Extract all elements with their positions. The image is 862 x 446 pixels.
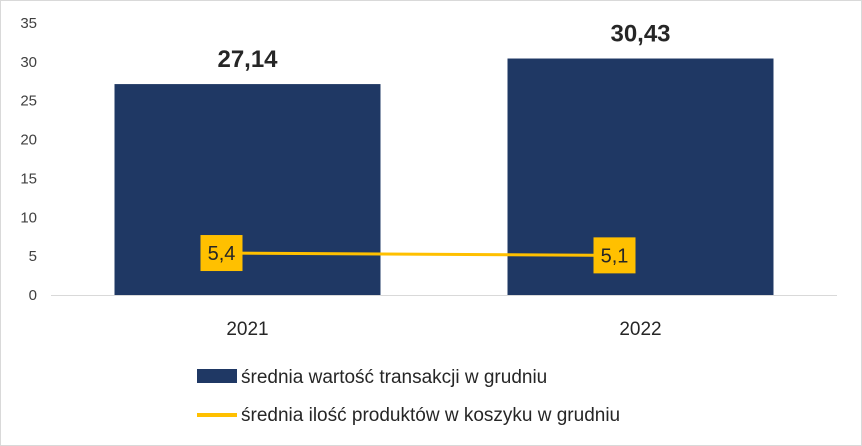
legend-bar-swatch <box>197 369 237 383</box>
line-value-label: 5,4 <box>208 243 236 265</box>
line-value-label: 5,1 <box>601 245 629 267</box>
y-tick-label: 10 <box>20 209 37 226</box>
y-axis: 0 5 10 15 20 25 30 35 <box>20 15 37 304</box>
x-axis: 2021 2022 <box>51 295 837 340</box>
bar-value-label: 27,14 <box>217 46 278 73</box>
y-tick-label: 25 <box>20 93 37 110</box>
x-category-label: 2022 <box>619 319 661 340</box>
legend-line-label: średnia ilość produktów w koszyku w grud… <box>241 405 620 426</box>
legend-bar-label: średnia wartość transakcji w grudniu <box>241 367 547 388</box>
line-path <box>221 251 615 257</box>
line-point-marker <box>593 237 636 274</box>
y-tick-label: 35 <box>20 15 37 32</box>
y-tick-label: 0 <box>29 287 37 304</box>
line-point-marker <box>200 235 243 272</box>
y-tick-label: 30 <box>20 54 37 71</box>
bar <box>507 58 774 295</box>
x-category-label: 2021 <box>226 319 268 340</box>
bar-data-labels: 27,14 30,43 <box>217 21 670 74</box>
y-tick-label: 5 <box>29 248 37 265</box>
bar-value-label: 30,43 <box>610 21 670 48</box>
bar <box>114 84 381 295</box>
y-tick-label: 20 <box>20 132 37 149</box>
line-series: 5,4 5,1 <box>200 235 636 274</box>
bar-series <box>114 58 774 295</box>
y-tick-label: 15 <box>20 170 37 187</box>
legend: średnia wartość transakcji w grudniu śred… <box>197 367 620 426</box>
